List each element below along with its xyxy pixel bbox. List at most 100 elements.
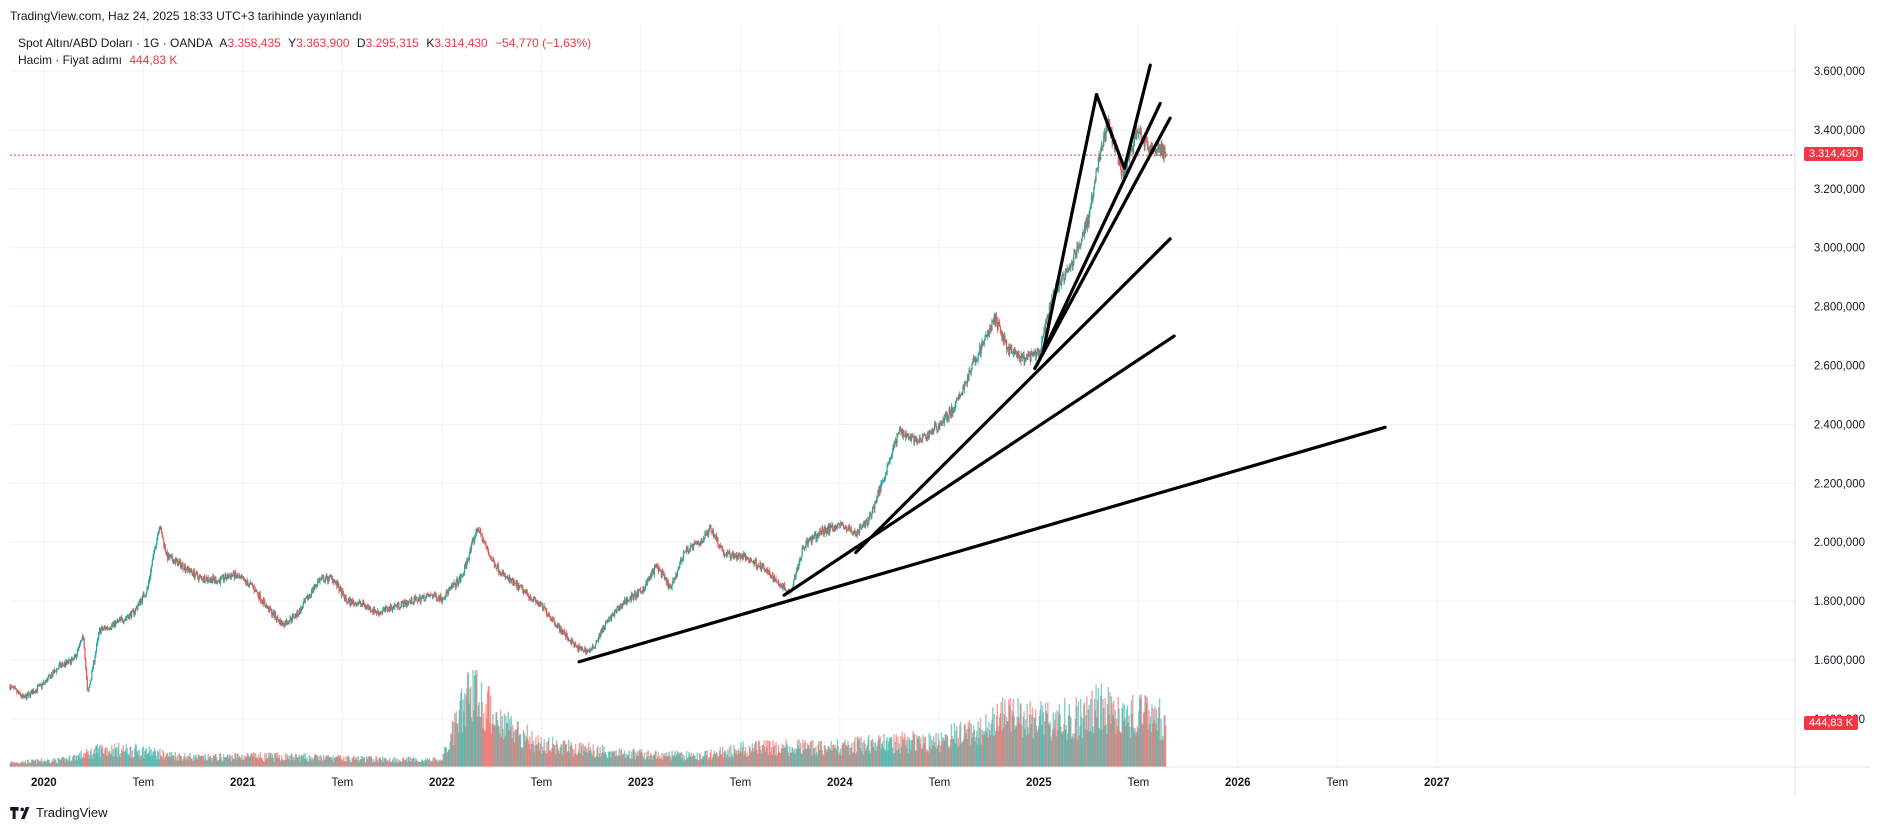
brand-name[interactable]: TradingView [36, 805, 108, 820]
candle-body [953, 410, 955, 412]
volume-bar [646, 756, 649, 767]
candle-body [975, 360, 977, 363]
volume-bar [904, 733, 906, 767]
volume-bar [1069, 715, 1071, 767]
volume-bar [888, 738, 891, 767]
volume-bar [1132, 695, 1134, 767]
candle-body [217, 580, 219, 582]
candle-body [441, 598, 444, 602]
candle-body [1025, 357, 1028, 359]
symbol-name[interactable]: Spot Altın/ABD Doları · 1G · OANDA [18, 36, 213, 50]
volume-bar [1156, 730, 1158, 767]
candle-body [534, 596, 536, 601]
volume-bar [665, 752, 668, 767]
tradingview-logo-icon[interactable] [10, 806, 32, 819]
volume-bar [801, 754, 803, 767]
volume-bar [1112, 714, 1114, 767]
volume-bar [96, 744, 98, 767]
candle-body [605, 621, 607, 623]
candle-body [472, 539, 474, 541]
volume-bar [533, 752, 535, 767]
volume-bar [1063, 723, 1065, 767]
volume-bar [1119, 730, 1121, 767]
candle-body [265, 605, 267, 608]
candle-body [80, 640, 82, 643]
volume-bar [900, 746, 903, 767]
volume-bar [616, 755, 618, 767]
candle-body [506, 576, 509, 580]
volume-bar [303, 753, 305, 767]
volume-bar [924, 736, 927, 767]
candle-body [908, 437, 910, 439]
candle-body [400, 603, 402, 608]
candle-body [956, 399, 958, 401]
candle-body [852, 531, 855, 535]
volume-bar [444, 746, 446, 767]
candle-body [920, 440, 922, 442]
candle-body [383, 607, 385, 610]
volume-bar [142, 746, 144, 767]
volume-bar [298, 754, 301, 767]
volume-bar [516, 721, 519, 767]
candle-body [525, 589, 527, 592]
candle-body [953, 409, 956, 411]
volume-bar [117, 747, 119, 767]
volume-bar [222, 754, 225, 767]
volume-bar [757, 753, 759, 767]
volume-bar [1138, 695, 1141, 767]
candle-body [243, 578, 245, 581]
volume-label[interactable]: Hacim · Fiyat adımı [18, 53, 123, 67]
volume-bar [459, 700, 461, 767]
volume-bar [1109, 723, 1112, 767]
volume-bar [460, 693, 462, 767]
volume-bar [220, 757, 222, 767]
volume-bar [633, 750, 636, 767]
candle-body [30, 690, 33, 692]
volume-bar [406, 762, 408, 767]
volume-bar [250, 753, 252, 767]
volume-bar [23, 763, 25, 767]
volume-bar [105, 755, 108, 767]
candle-body [1126, 166, 1128, 172]
volume-bar [604, 752, 607, 767]
volume-bar [945, 735, 947, 767]
volume-bar [529, 749, 532, 767]
candle-body [104, 627, 106, 629]
candle-body [1102, 145, 1104, 147]
volume-bar [1061, 733, 1064, 767]
volume-bar [756, 750, 758, 767]
volume-bar [996, 703, 999, 767]
volume-bar [979, 718, 982, 767]
candle-body [487, 550, 489, 553]
volume-bar [1108, 714, 1110, 767]
volume-bar [73, 754, 75, 767]
candle-body [1090, 206, 1092, 210]
volume-bar [584, 745, 587, 767]
volume-bar [497, 725, 500, 767]
candle-body [1000, 333, 1002, 335]
volume-bar [832, 744, 835, 767]
candle-body [545, 608, 548, 615]
volume-bar [520, 747, 522, 767]
candle-body [175, 559, 177, 561]
candle-body [901, 428, 903, 433]
candle-body [261, 600, 263, 602]
volume-bar [374, 761, 376, 767]
volume-bar [323, 754, 325, 767]
candle-body [470, 543, 473, 550]
candle-body [91, 669, 93, 679]
volume-bar [42, 760, 44, 767]
candle-body [390, 604, 392, 608]
candle-body [874, 501, 876, 510]
volume-bar [192, 761, 194, 767]
candle-body [1003, 336, 1005, 342]
candle-body [839, 524, 842, 526]
candle-body [510, 578, 512, 582]
volume-bar [865, 747, 868, 767]
candle-body [760, 562, 762, 570]
volume-bar [930, 735, 932, 767]
volume-bar [519, 734, 521, 767]
candle-body [482, 539, 484, 542]
candle-body [158, 527, 160, 533]
